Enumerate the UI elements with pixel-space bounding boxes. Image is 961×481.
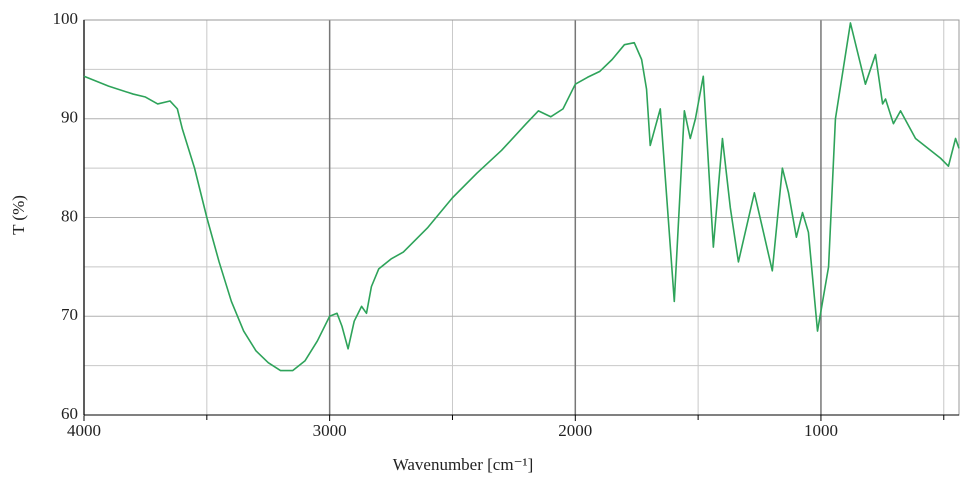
y-tick-label: 90	[61, 108, 78, 127]
x-tick-label: 2000	[558, 421, 592, 440]
x-tick-label: 3000	[313, 421, 347, 440]
spectrum-line	[83, 22, 960, 372]
y-tick-label: 100	[53, 9, 79, 28]
x-tick-label: 4000	[67, 421, 101, 440]
x-tick-label: 1000	[804, 421, 838, 440]
x-axis-label: Wavenumber [cm⁻¹]	[393, 455, 534, 474]
y-tick-label: 70	[61, 305, 78, 324]
y-axis-label: T (%)	[9, 195, 28, 235]
y-tick-label: 80	[61, 206, 78, 225]
y-tick-label: 60	[61, 404, 78, 423]
